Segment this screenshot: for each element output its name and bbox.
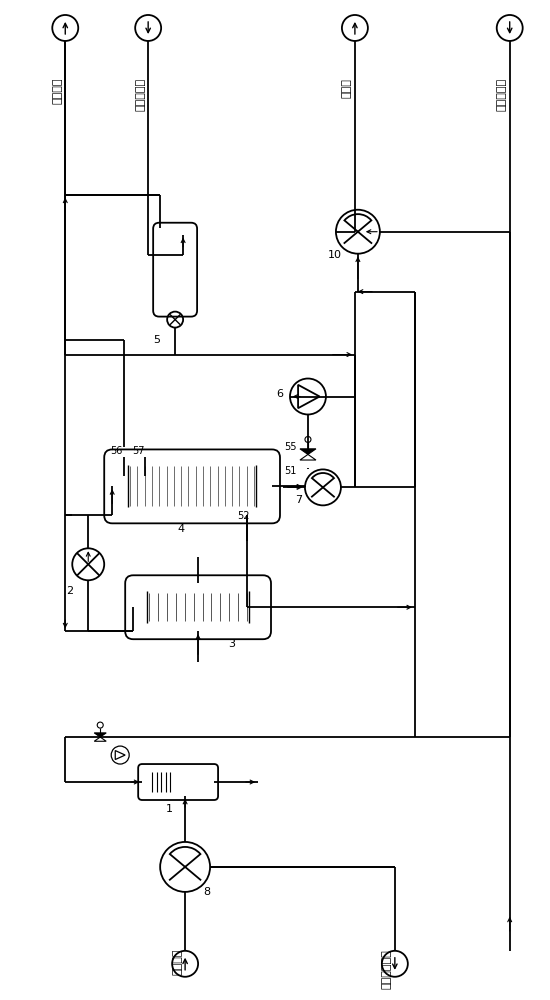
- Text: 56: 56: [110, 446, 123, 456]
- Text: 51: 51: [284, 466, 296, 476]
- Text: 8: 8: [203, 887, 210, 897]
- Text: 低压锅炉水: 低压锅炉水: [497, 78, 507, 111]
- Text: 低压过热蒸汽: 低压过热蒸汽: [382, 949, 392, 989]
- Polygon shape: [94, 733, 106, 737]
- Text: 变换气: 变换气: [342, 78, 352, 98]
- Text: 2: 2: [66, 586, 73, 596]
- Text: 52: 52: [237, 511, 250, 521]
- Text: 粗合成气: 粗合成气: [172, 949, 182, 975]
- Polygon shape: [300, 449, 316, 454]
- Text: 3: 3: [228, 639, 235, 649]
- Text: 中压蒸汽: 中压蒸汽: [52, 78, 62, 104]
- Text: 6: 6: [276, 389, 283, 399]
- Text: 7: 7: [295, 495, 302, 505]
- Text: 1: 1: [166, 804, 173, 814]
- Text: 55: 55: [284, 442, 296, 452]
- Text: 中压锅炉水: 中压锅炉水: [135, 78, 145, 111]
- Text: 5: 5: [153, 335, 160, 345]
- Text: 4: 4: [177, 524, 184, 534]
- Text: 10: 10: [328, 250, 342, 260]
- Text: 57: 57: [132, 446, 145, 456]
